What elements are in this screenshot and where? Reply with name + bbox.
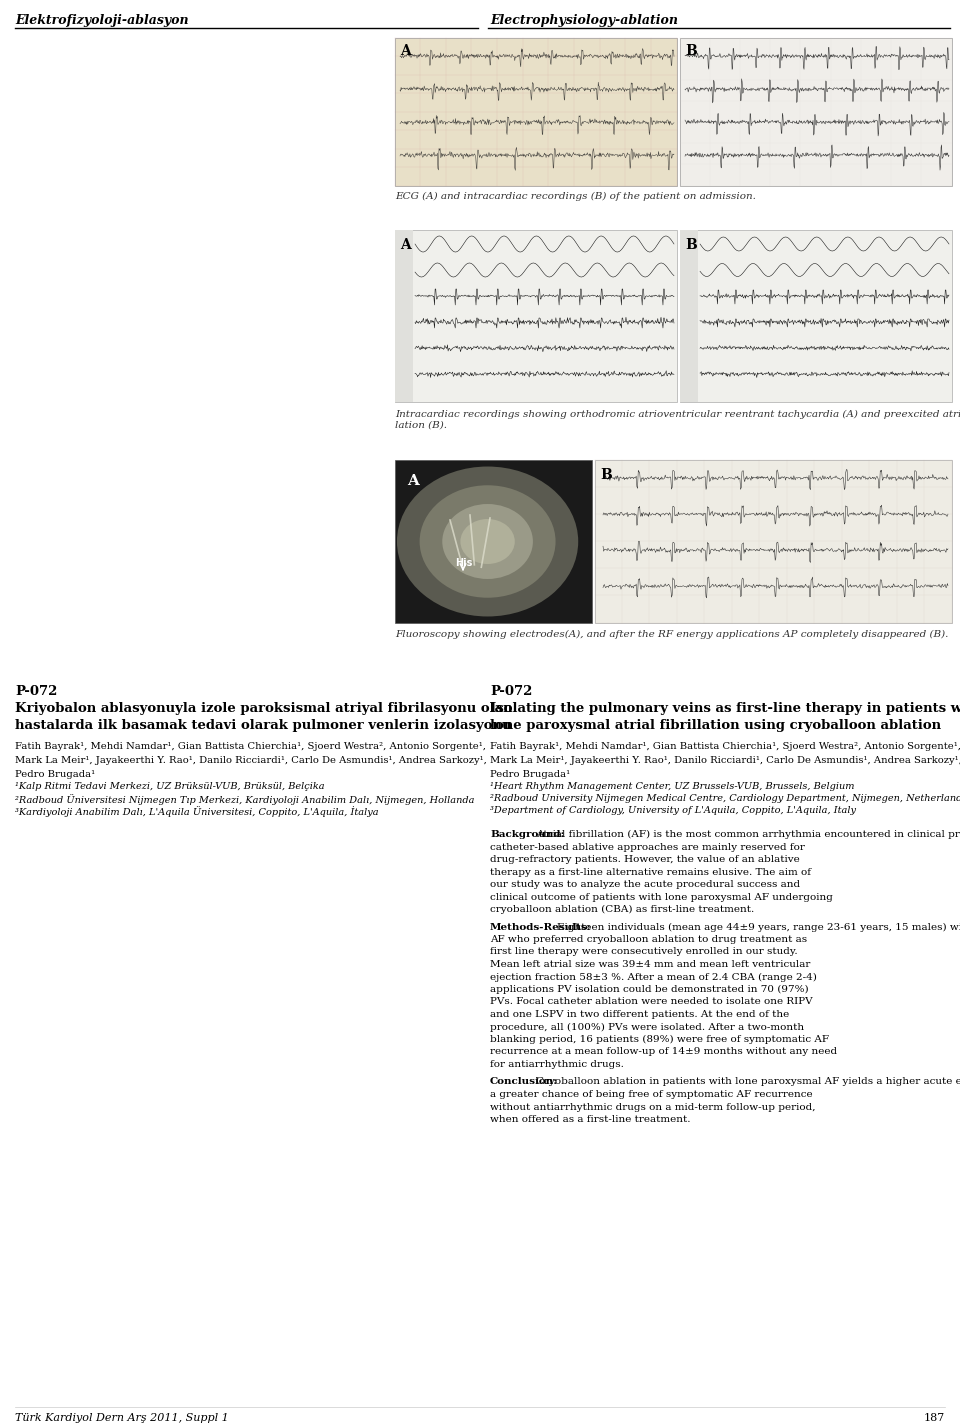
Text: Fluoroscopy showing electrodes(A), and after the RF energy applications AP compl: Fluoroscopy showing electrodes(A), and a… bbox=[395, 630, 948, 640]
Ellipse shape bbox=[443, 504, 533, 579]
Text: AF who preferred cryoballoon ablation to drug treatment as: AF who preferred cryoballoon ablation to… bbox=[490, 935, 807, 943]
Text: drug-refractory patients. However, the value of an ablative: drug-refractory patients. However, the v… bbox=[490, 855, 800, 864]
Text: first line therapy were consecutively enrolled in our study.: first line therapy were consecutively en… bbox=[490, 948, 798, 956]
Text: A: A bbox=[407, 475, 419, 487]
Bar bbox=[395, 460, 592, 623]
Text: His: His bbox=[455, 559, 472, 569]
Text: Türk Kardiyol Dern Arş 2011, Suppl 1: Türk Kardiyol Dern Arş 2011, Suppl 1 bbox=[15, 1414, 228, 1424]
Text: Pedro Brugada¹: Pedro Brugada¹ bbox=[15, 770, 95, 779]
Text: blanking period, 16 patients (89%) were free of symptomatic AF: blanking period, 16 patients (89%) were … bbox=[490, 1035, 829, 1045]
Text: for antiarrhythmic drugs.: for antiarrhythmic drugs. bbox=[490, 1060, 624, 1069]
Text: cryoballoon ablation (CBA) as first-line treatment.: cryoballoon ablation (CBA) as first-line… bbox=[490, 905, 755, 913]
Text: Electrophysiology-ablation: Electrophysiology-ablation bbox=[490, 14, 678, 27]
Text: Mark La Meir¹, Jayakeerthi Y. Rao¹, Danilo Ricciardi¹, Carlo De Asmundis¹, Andre: Mark La Meir¹, Jayakeerthi Y. Rao¹, Dani… bbox=[490, 757, 960, 765]
Text: Fatih Bayrak¹, Mehdi Namdar¹, Gian Battista Chierchia¹, Sjoerd Westra², Antonio : Fatih Bayrak¹, Mehdi Namdar¹, Gian Batti… bbox=[15, 742, 486, 751]
Text: A: A bbox=[400, 44, 411, 58]
Text: B: B bbox=[685, 238, 697, 252]
Text: Mark La Meir¹, Jayakeerthi Y. Rao¹, Danilo Ricciardi¹, Carlo De Asmundis¹, Andre: Mark La Meir¹, Jayakeerthi Y. Rao¹, Dani… bbox=[15, 757, 487, 765]
Bar bbox=[395, 229, 677, 402]
Text: a greater chance of being free of symptomatic AF recurrence: a greater chance of being free of sympto… bbox=[490, 1090, 812, 1099]
Text: Atrial fibrillation (AF) is the most common arrhythmia encountered in clinical p: Atrial fibrillation (AF) is the most com… bbox=[537, 829, 960, 839]
Text: Cryoballoon ablation in patients with lone paroxysmal AF yields a higher acute e: Cryoballoon ablation in patients with lo… bbox=[537, 1077, 960, 1086]
Text: Eighteen individuals (mean age 44±9 years, range 23-61 years, 15 males) with lon: Eighteen individuals (mean age 44±9 year… bbox=[557, 922, 960, 932]
Text: procedure, all (100%) PVs were isolated. After a two-month: procedure, all (100%) PVs were isolated.… bbox=[490, 1023, 804, 1032]
Text: 187: 187 bbox=[924, 1414, 945, 1424]
Text: B: B bbox=[600, 467, 612, 482]
Bar bbox=[395, 38, 677, 187]
Text: ¹Heart Rhythm Management Center, UZ Brussels-VUB, Brussels, Belgium: ¹Heart Rhythm Management Center, UZ Brus… bbox=[490, 782, 854, 791]
Text: and one LSPV in two different patients. At the end of the: and one LSPV in two different patients. … bbox=[490, 1010, 789, 1019]
Text: ECG (A) and intracardiac recordings (B) of the patient on admission.: ECG (A) and intracardiac recordings (B) … bbox=[395, 192, 756, 201]
Text: ³Kardiyoloji Anabilim Dalı, L'Aquila Üniversitesi, Coppito, L'Aquila, İtalya: ³Kardiyoloji Anabilim Dalı, L'Aquila Üni… bbox=[15, 807, 378, 817]
Text: P-072: P-072 bbox=[490, 685, 533, 698]
Text: Fatih Bayrak¹, Mehdi Namdar¹, Gian Battista Chierchia¹, Sjoerd Westra², Antonio : Fatih Bayrak¹, Mehdi Namdar¹, Gian Batti… bbox=[490, 742, 960, 751]
Bar bbox=[680, 229, 698, 402]
Text: B: B bbox=[685, 44, 697, 58]
Text: ²Radboud University Nijmegen Medical Centre, Cardiology Department, Nijmegen, Ne: ²Radboud University Nijmegen Medical Cen… bbox=[490, 794, 960, 804]
Bar bbox=[680, 229, 952, 402]
Text: Background:: Background: bbox=[490, 829, 564, 839]
Text: Isolating the pulmonary veins as first-line therapy in patients with
lone paroxy: Isolating the pulmonary veins as first-l… bbox=[490, 703, 960, 732]
Ellipse shape bbox=[420, 486, 556, 597]
Text: A: A bbox=[400, 238, 411, 252]
Text: ejection fraction 58±3 %. After a mean of 2.4 CBA (range 2-4): ejection fraction 58±3 %. After a mean o… bbox=[490, 972, 817, 982]
Text: Conclusion:: Conclusion: bbox=[490, 1077, 558, 1086]
Text: Pedro Brugada¹: Pedro Brugada¹ bbox=[490, 770, 570, 779]
Text: clinical outcome of patients with lone paroxysmal AF undergoing: clinical outcome of patients with lone p… bbox=[490, 892, 833, 902]
Bar bbox=[595, 460, 952, 623]
Text: applications PV isolation could be demonstrated in 70 (97%): applications PV isolation could be demon… bbox=[490, 985, 808, 995]
Text: Elektrofizyoloji-ablasyon: Elektrofizyoloji-ablasyon bbox=[15, 14, 188, 27]
Ellipse shape bbox=[397, 466, 578, 617]
Text: Kriyobalon ablasyonuyla izole paroksismal atriyal fibrilasyonu olan
hastalarda i: Kriyobalon ablasyonuyla izole paroksisma… bbox=[15, 703, 513, 732]
Text: Intracardiac recordings showing orthodromic atrioventricular reentrant tachycard: Intracardiac recordings showing orthodro… bbox=[395, 410, 960, 429]
Text: P-072: P-072 bbox=[15, 685, 58, 698]
Text: catheter-based ablative approaches are mainly reserved for: catheter-based ablative approaches are m… bbox=[490, 842, 804, 852]
Text: our study was to analyze the acute procedural success and: our study was to analyze the acute proce… bbox=[490, 881, 800, 889]
Text: without antiarrhythmic drugs on a mid-term follow-up period,: without antiarrhythmic drugs on a mid-te… bbox=[490, 1103, 815, 1112]
Text: therapy as a first-line alternative remains elusive. The aim of: therapy as a first-line alternative rema… bbox=[490, 868, 811, 876]
Text: PVs. Focal catheter ablation were needed to isolate one RIPV: PVs. Focal catheter ablation were needed… bbox=[490, 997, 812, 1006]
Text: Mean left atrial size was 39±4 mm and mean left ventricular: Mean left atrial size was 39±4 mm and me… bbox=[490, 960, 810, 969]
Text: when offered as a first-line treatment.: when offered as a first-line treatment. bbox=[490, 1114, 690, 1124]
Text: recurrence at a mean follow-up of 14±9 months without any need: recurrence at a mean follow-up of 14±9 m… bbox=[490, 1047, 837, 1056]
Bar bbox=[395, 229, 413, 402]
Text: ²Radboud Üniversitesi Nijmegen Tıp Merkezi, Kardiyoloji Anabilim Dalı, Nijmegen,: ²Radboud Üniversitesi Nijmegen Tıp Merke… bbox=[15, 794, 474, 805]
Ellipse shape bbox=[461, 519, 515, 564]
Bar bbox=[680, 38, 952, 187]
Text: ³Department of Cardiology, University of L'Aquila, Coppito, L'Aquila, Italy: ³Department of Cardiology, University of… bbox=[490, 807, 856, 815]
Text: ¹Kalp Ritmi Tedavi Merkezi, UZ Brüksül-VUB, Brüksül, Belçika: ¹Kalp Ritmi Tedavi Merkezi, UZ Brüksül-V… bbox=[15, 782, 324, 791]
Text: Methods-Results:: Methods-Results: bbox=[490, 922, 591, 932]
